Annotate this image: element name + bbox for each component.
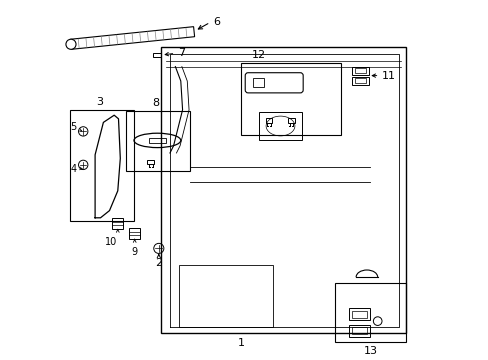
Text: 9: 9 — [131, 247, 138, 257]
Bar — [351, 67, 368, 75]
Bar — [348, 309, 370, 320]
Bar — [354, 68, 366, 73]
Bar — [258, 112, 302, 140]
Bar — [335, 283, 406, 342]
Text: 12: 12 — [251, 50, 265, 60]
Text: 11: 11 — [381, 71, 395, 81]
Bar — [354, 78, 366, 83]
Bar — [161, 47, 406, 333]
Text: 10: 10 — [104, 237, 117, 247]
Bar — [126, 111, 190, 171]
Bar — [253, 78, 264, 87]
Text: 7: 7 — [178, 48, 185, 58]
Text: 13: 13 — [363, 346, 377, 356]
Bar — [129, 228, 140, 239]
Text: 8: 8 — [152, 98, 160, 108]
Bar — [287, 118, 294, 122]
Text: 3: 3 — [96, 97, 103, 107]
Bar — [265, 118, 272, 122]
Bar — [112, 218, 123, 229]
Text: 4: 4 — [70, 164, 76, 174]
Bar — [147, 160, 154, 164]
Bar — [351, 77, 368, 85]
Bar — [179, 265, 272, 327]
Bar — [70, 110, 134, 221]
Text: 1: 1 — [237, 338, 244, 348]
Bar — [348, 324, 370, 337]
Circle shape — [66, 39, 76, 49]
Bar — [153, 53, 161, 57]
Bar — [241, 63, 340, 135]
Bar — [149, 138, 165, 143]
Polygon shape — [70, 27, 194, 49]
Bar — [351, 311, 366, 318]
Text: 2: 2 — [155, 258, 162, 268]
Text: 6: 6 — [213, 17, 220, 27]
Bar — [351, 327, 366, 334]
Text: 5: 5 — [70, 122, 76, 132]
